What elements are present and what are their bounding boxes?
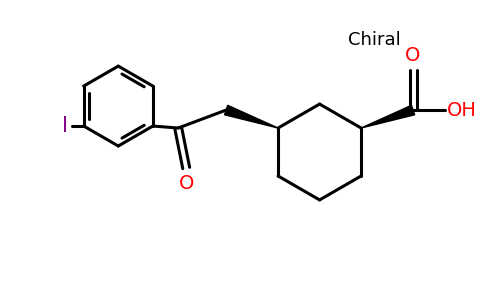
Text: OH: OH — [447, 100, 477, 120]
Text: O: O — [406, 46, 421, 65]
Text: Chiral: Chiral — [348, 31, 401, 49]
Polygon shape — [225, 105, 278, 128]
Text: O: O — [179, 174, 194, 193]
Text: I: I — [61, 116, 68, 136]
Polygon shape — [361, 105, 415, 128]
